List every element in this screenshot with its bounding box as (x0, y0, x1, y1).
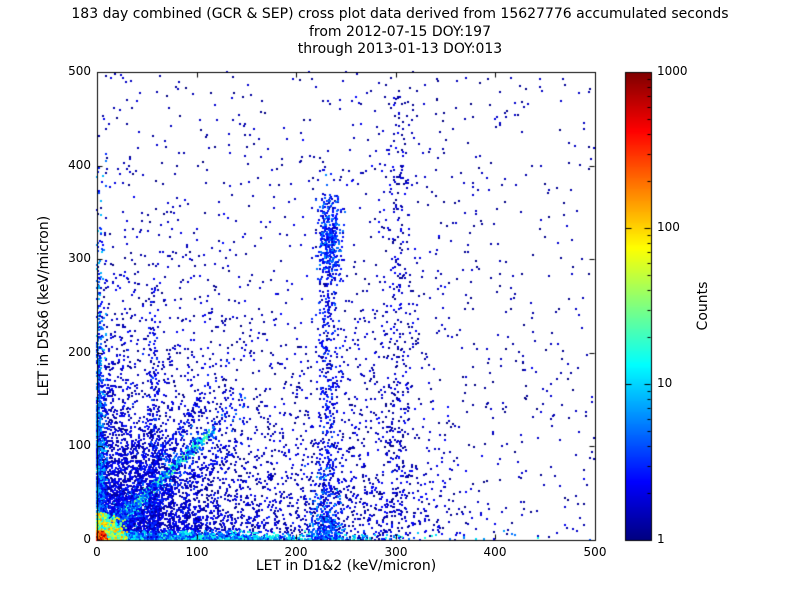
y-tick-label: 300 (68, 251, 91, 265)
colorbar-tick-label: 1 (657, 532, 665, 546)
x-tick-label: 300 (384, 545, 408, 559)
chart-title: 183 day combined (GCR & SEP) cross plot … (71, 6, 729, 22)
colorbar-tick-label: 1000 (657, 64, 688, 78)
y-tick-label: 100 (68, 438, 91, 452)
colorbar-label: Counts (695, 281, 711, 331)
colorbar-tick-label: 10 (657, 376, 673, 390)
chart-subtitle-through: through 2013-01-13 DOY:013 (297, 41, 503, 57)
y-axis-label: LET in D5&6 (keV/micron) (36, 215, 52, 397)
colorbar-tick-label: 100 (657, 220, 680, 234)
y-tick-label: 0 (83, 532, 91, 546)
x-tick-label: 500 (583, 545, 607, 559)
x-tick-label: 100 (185, 545, 209, 559)
y-tick-label: 500 (68, 64, 91, 78)
y-tick-label: 200 (68, 345, 91, 359)
x-axis-label: LET in D1&2 (keV/micron) (255, 558, 437, 574)
x-tick-label: 0 (93, 545, 101, 559)
chart-subtitle-from: from 2012-07-15 DOY:197 (308, 24, 491, 40)
y-tick-label: 400 (68, 158, 91, 172)
x-tick-label: 200 (284, 545, 308, 559)
x-tick-label: 400 (483, 545, 507, 559)
